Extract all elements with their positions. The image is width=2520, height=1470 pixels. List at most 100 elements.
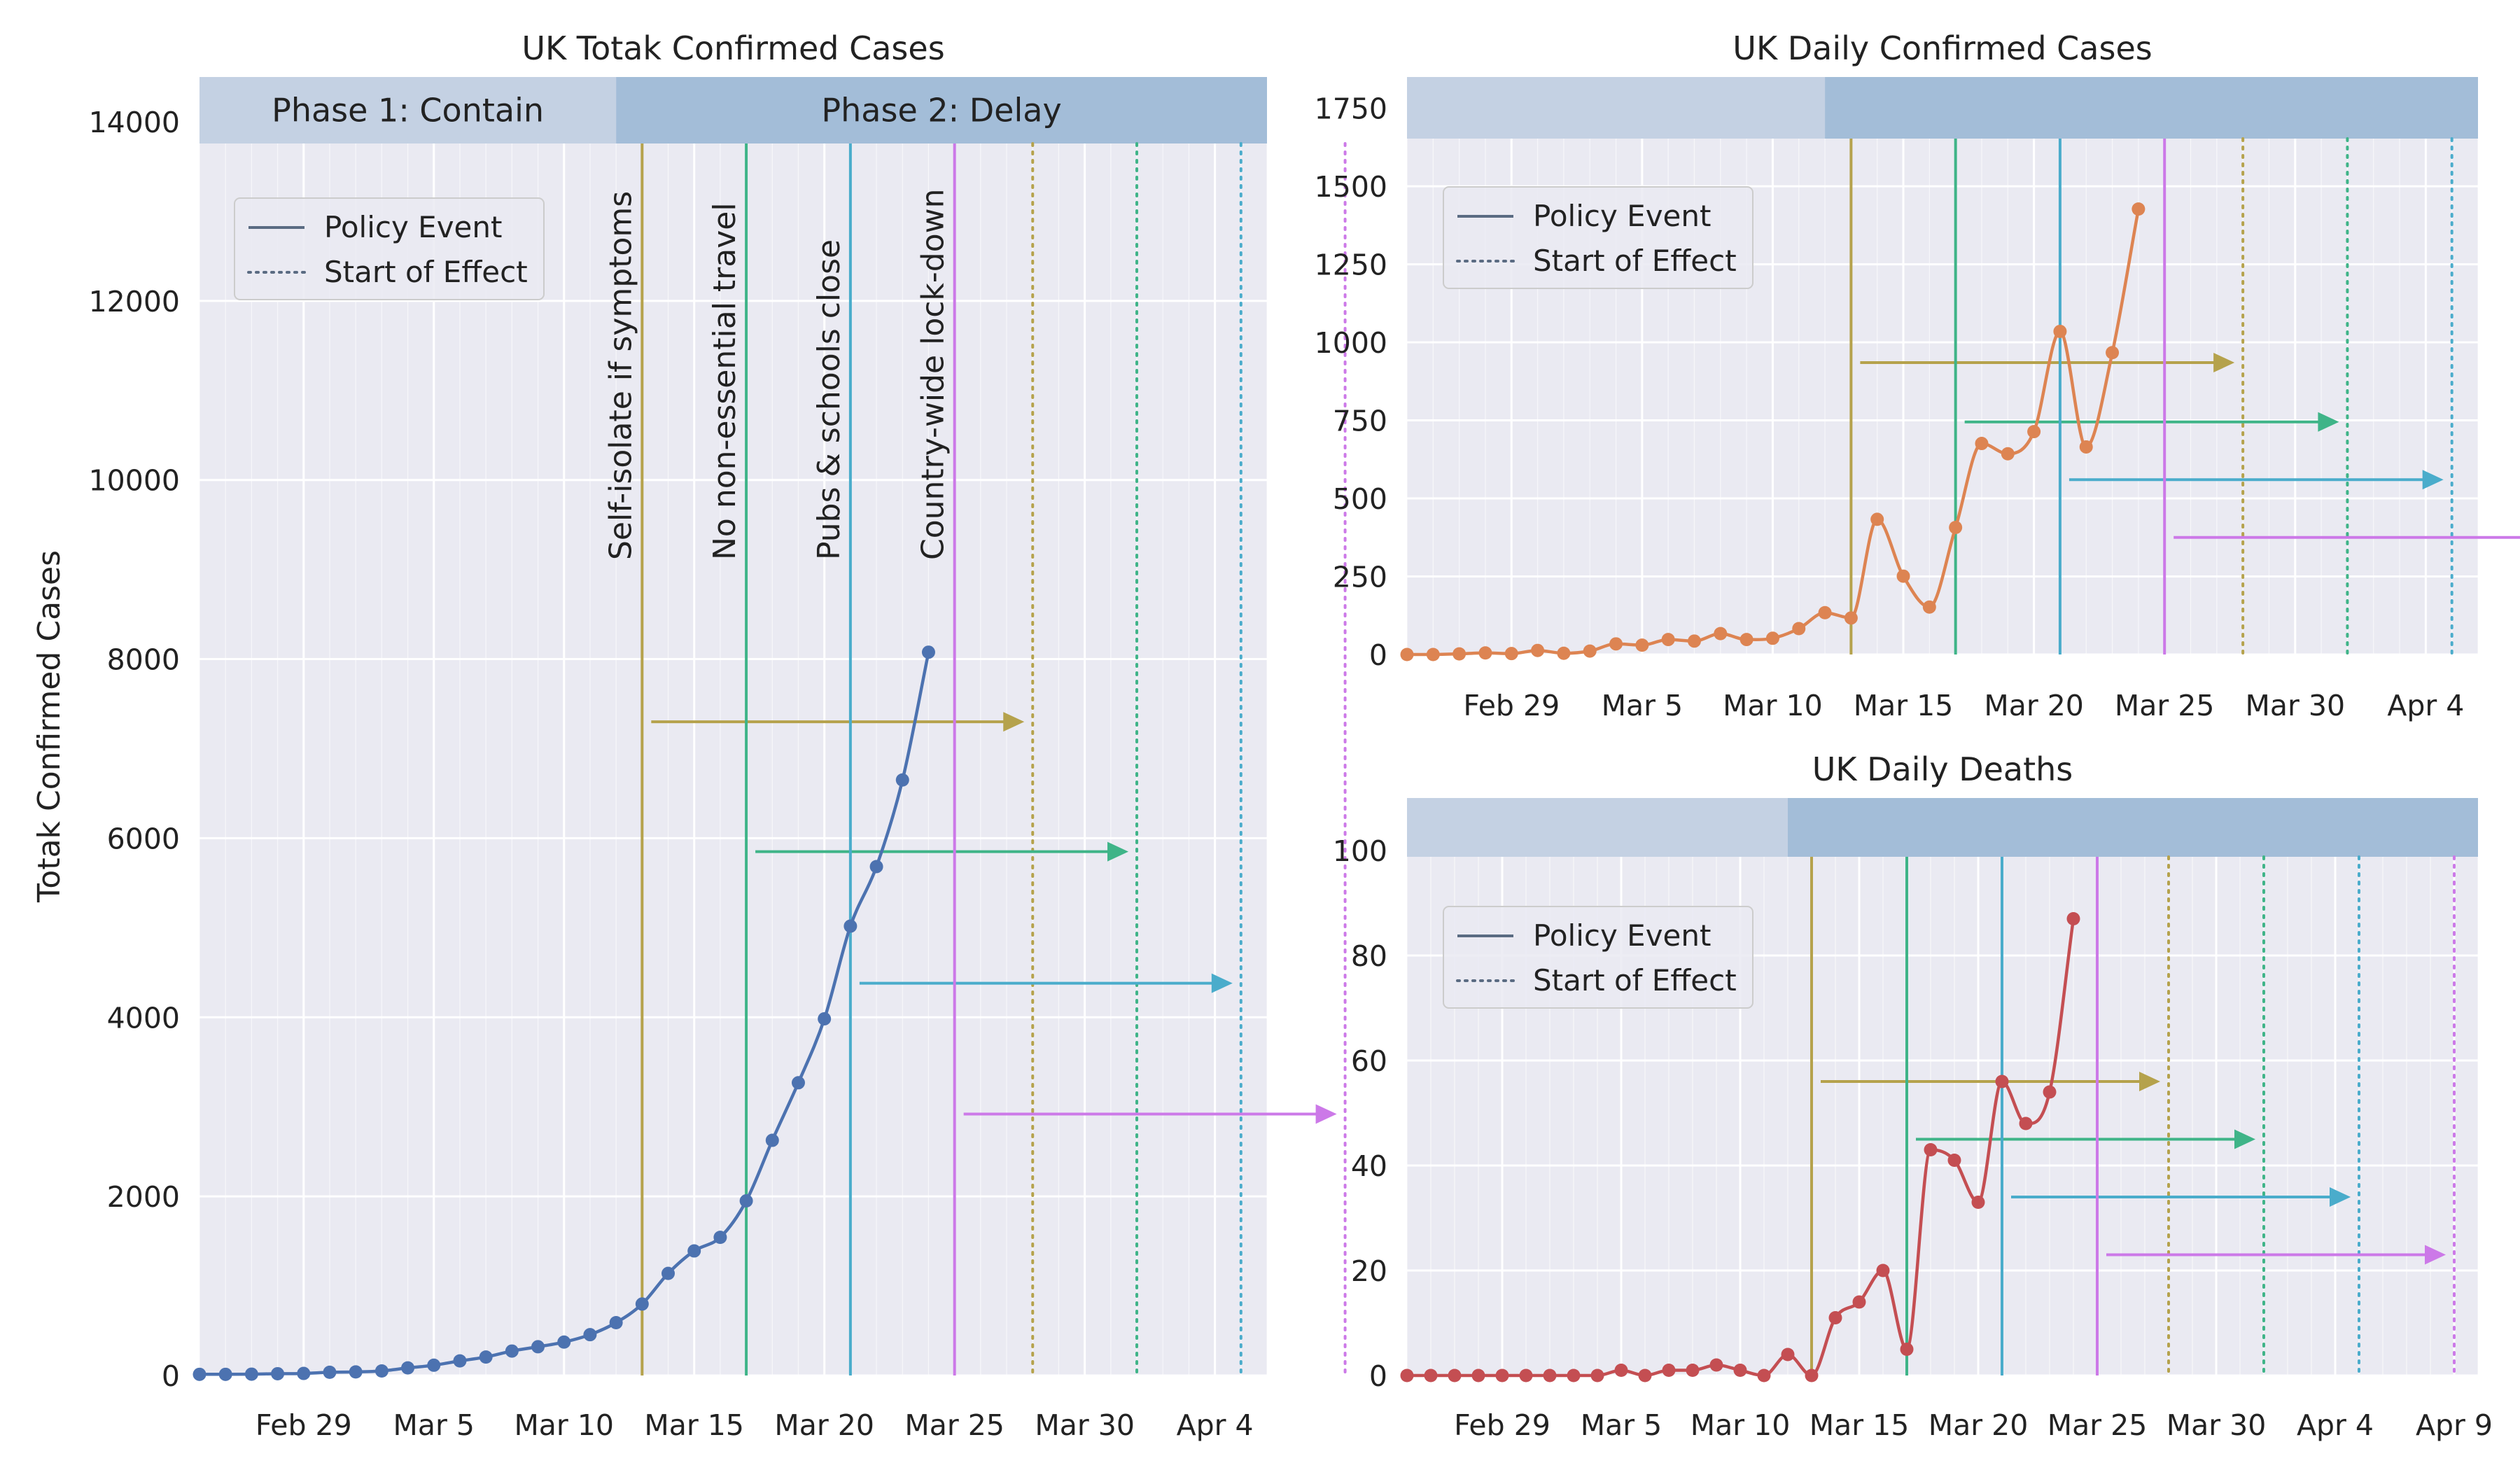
x-tick-label: Mar 15 xyxy=(1854,689,1954,722)
data-point xyxy=(2019,1116,2033,1130)
phase1-band xyxy=(200,77,617,144)
effect-arrowhead xyxy=(2425,1245,2446,1265)
data-point xyxy=(1870,512,1884,526)
data-point xyxy=(2043,1085,2057,1099)
x-tick-label: Feb 29 xyxy=(1454,1408,1550,1442)
data-point xyxy=(2079,440,2093,454)
legend-box xyxy=(234,197,545,300)
data-point xyxy=(1781,1348,1795,1362)
event-label: Country-wide lock-down xyxy=(916,188,951,560)
x-tick-label: Mar 15 xyxy=(644,1408,744,1442)
data-point xyxy=(1638,1368,1652,1382)
data-point xyxy=(479,1350,493,1364)
event-label: No non-essential travel xyxy=(707,202,743,560)
x-tick-label: Apr 4 xyxy=(2387,689,2464,722)
y-tick-label: 2000 xyxy=(107,1180,180,1214)
phase2-band xyxy=(1788,798,2478,857)
x-tick-label: Mar 30 xyxy=(2245,689,2345,722)
data-point xyxy=(1805,1368,1819,1382)
data-point xyxy=(1852,1295,1866,1309)
data-point xyxy=(557,1335,571,1349)
data-point xyxy=(1740,633,1754,647)
data-point xyxy=(921,645,935,659)
data-point xyxy=(687,1244,701,1258)
legend: Policy Event Start of Effect xyxy=(234,197,545,300)
data-point xyxy=(1757,1368,1771,1382)
data-point xyxy=(818,1011,832,1026)
legend-start-of-effect: Start of Effect xyxy=(1533,244,1737,278)
effect-arrowhead xyxy=(1107,841,1129,862)
data-point xyxy=(765,1133,779,1147)
legend-box xyxy=(1443,906,1754,1009)
data-point xyxy=(1733,1364,1747,1377)
data-point xyxy=(2132,202,2146,216)
x-tick-label: Mar 30 xyxy=(1035,1408,1135,1442)
x-tick-label: Mar 10 xyxy=(1723,689,1823,722)
data-point xyxy=(1609,637,1623,651)
x-tick-label: Apr 9 xyxy=(2416,1408,2493,1442)
data-point xyxy=(453,1354,467,1368)
data-point xyxy=(1900,1343,1914,1356)
y-tick-label: 12000 xyxy=(89,285,180,318)
x-tick-label: Mar 30 xyxy=(2166,1408,2267,1442)
x-tick-label: Feb 29 xyxy=(1463,689,1560,722)
data-point xyxy=(192,1367,206,1381)
legend: Policy Event Start of Effect xyxy=(1443,906,1754,1009)
phase2-band xyxy=(1825,77,2478,139)
x-tick-label: Mar 5 xyxy=(1602,689,1683,722)
y-tick-label: 500 xyxy=(1333,482,1387,516)
x-tick-label: Mar 10 xyxy=(1690,1408,1791,1442)
effect-arrowhead xyxy=(1315,1104,1337,1124)
y-tick-label: 1250 xyxy=(1315,248,1387,282)
y-tick-label: 10000 xyxy=(89,464,180,498)
data-point xyxy=(635,1297,649,1311)
phase1-label: Phase 1: Contain xyxy=(272,92,544,130)
chart-title: UK Totak Confirmed Cases xyxy=(522,29,944,67)
y-axis-label: Totak Confirmed Cases xyxy=(31,550,67,903)
data-point xyxy=(323,1365,337,1379)
effect-arrowhead xyxy=(2234,1129,2255,1149)
effect-arrowhead xyxy=(1211,973,1233,993)
data-point xyxy=(1709,1358,1723,1372)
data-point xyxy=(218,1367,232,1381)
data-point xyxy=(1478,646,1492,660)
legend-start-of-effect: Start of Effect xyxy=(1533,963,1737,997)
data-point xyxy=(895,773,909,787)
effect-arrowhead xyxy=(2330,1187,2351,1207)
data-point xyxy=(1635,638,1649,652)
data-point xyxy=(1583,644,1597,658)
legend-policy-event: Policy Event xyxy=(1533,199,1711,233)
data-point xyxy=(2066,912,2080,925)
data-point xyxy=(1876,1264,1890,1278)
data-point xyxy=(2027,425,2041,439)
data-point xyxy=(609,1316,623,1330)
data-point xyxy=(1590,1368,1604,1382)
x-tick-label: Mar 20 xyxy=(1928,1408,2029,1442)
chart-title: UK Daily Deaths xyxy=(1812,750,2073,788)
y-tick-label: 0 xyxy=(1369,638,1387,672)
y-tick-label: 250 xyxy=(1333,561,1387,594)
data-point xyxy=(1844,611,1858,625)
data-point xyxy=(1567,1368,1581,1382)
data-point xyxy=(1949,521,1963,534)
data-point xyxy=(1686,1364,1700,1377)
data-point xyxy=(1543,1368,1557,1382)
y-tick-label: 60 xyxy=(1351,1044,1387,1078)
data-point xyxy=(1504,647,1518,661)
y-tick-label: 1000 xyxy=(1315,326,1387,360)
y-tick-label: 80 xyxy=(1351,939,1387,973)
x-tick-label: Apr 4 xyxy=(2297,1408,2374,1442)
data-point xyxy=(1426,648,1440,662)
effect-arrowhead xyxy=(2422,470,2444,490)
data-point xyxy=(2053,324,2067,338)
event-label: Pubs & schools close xyxy=(811,239,847,560)
y-tick-label: 1750 xyxy=(1315,92,1387,126)
data-point xyxy=(1975,437,1989,451)
data-point xyxy=(1519,1368,1533,1382)
phase2-label: Phase 2: Delay xyxy=(821,92,1061,130)
data-point xyxy=(869,860,883,874)
y-tick-label: 0 xyxy=(1369,1359,1387,1393)
phase1-band xyxy=(1407,798,1788,857)
y-tick-label: 14000 xyxy=(89,106,180,139)
